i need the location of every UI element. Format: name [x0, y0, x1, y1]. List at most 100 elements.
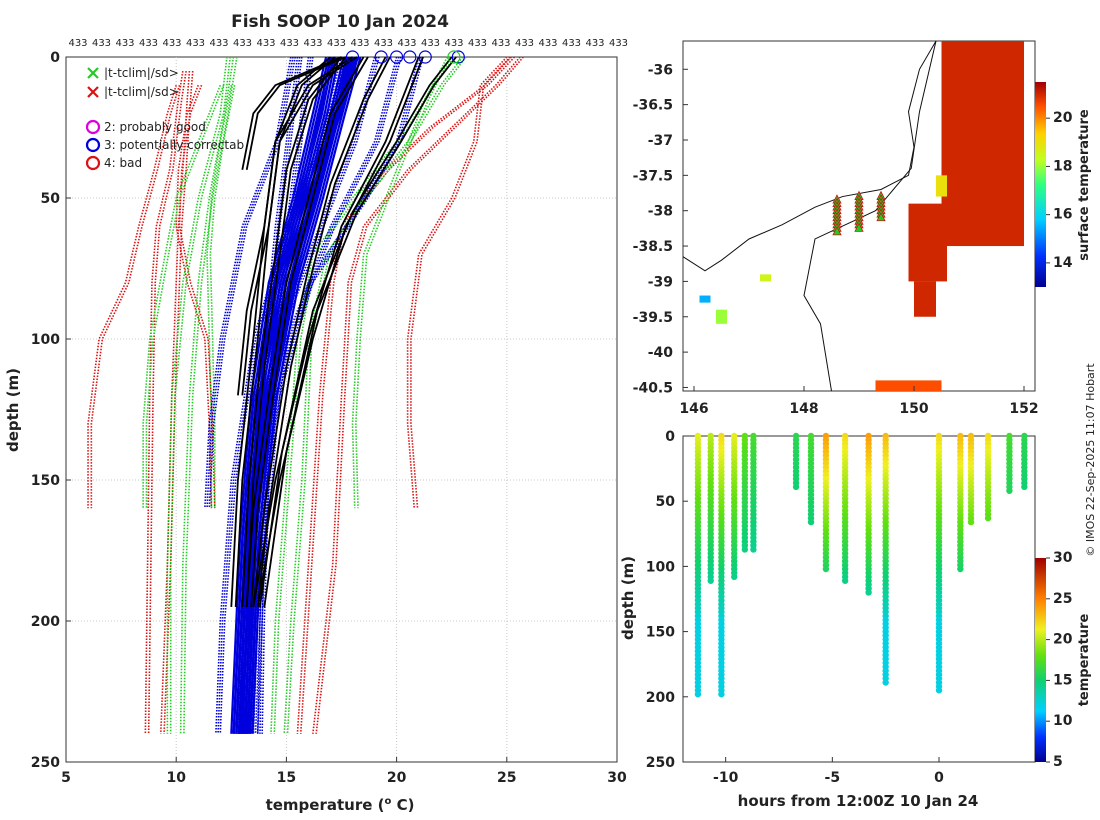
top-label: 433: [209, 38, 228, 49]
cb-tick-label: 5: [1053, 754, 1063, 770]
y-tick-label: -39.5: [633, 310, 673, 326]
profile-title: Fish SOOP 10 Jan 2024: [231, 12, 449, 32]
top-label: 433: [350, 38, 369, 49]
data-point: [882, 679, 889, 686]
data-point: [792, 483, 800, 491]
temp-colorbar-ticks: 5 10 15 20 25 30: [1046, 550, 1073, 770]
y-tick-label: 150: [646, 625, 675, 641]
profile-panel: Fish SOOP 10 Jan 2024 433 433 433 433 433 433…: [4, 12, 628, 814]
data-point: [707, 577, 714, 584]
temp-colorbar-label: temperature: [1077, 614, 1092, 707]
sst-colorbar: [1035, 82, 1046, 287]
data-point: [1006, 487, 1013, 494]
profile-line: [147, 70, 187, 734]
coastline: [682, 40, 937, 272]
qc-circle: [451, 50, 465, 64]
top-label: 433: [538, 38, 557, 49]
map-panel: 146 148 150 152 -36 -36.5 -37 -37.5 -38 -38.5 -39 -…: [633, 40, 1092, 417]
profile-line: [406, 56, 508, 509]
map-ticks: 146 148 150 152 -36 -36.5 -37 -37.5 -38 -38.5 -39 -…: [633, 62, 1039, 417]
y-tick-label: 150: [31, 473, 60, 489]
data-point: [718, 690, 725, 698]
legend-label: 2: probably good: [104, 120, 206, 134]
profile-line: [245, 56, 347, 170]
sst-patch: [760, 274, 771, 282]
profile-line: [183, 56, 238, 734]
cb-tick-label: 20: [1053, 110, 1073, 126]
map-data: [682, 40, 1024, 392]
profile-line: [204, 56, 292, 509]
legend-marker: [85, 137, 101, 153]
profile-line: [250, 56, 369, 607]
top-label: 433: [444, 38, 463, 49]
profile-line: [239, 56, 378, 734]
profile-line: [241, 56, 358, 396]
cb-tick-label: 30: [1053, 550, 1073, 566]
sst-patch: [936, 175, 947, 197]
profile-line: [163, 71, 194, 734]
y-tick-label: -39: [648, 274, 673, 290]
top-label: 433: [92, 38, 111, 49]
data-point: [1021, 483, 1028, 491]
y-tick-label: 100: [646, 559, 675, 575]
y-tick-label: -37.5: [633, 168, 673, 184]
profile-legend: |t-tclim|/sd> |t-tclim|/sd> 2: probably go…: [85, 66, 244, 171]
sst-patch: [716, 309, 727, 324]
x-tick-label: -10: [713, 770, 739, 786]
legend-label: 4: bad: [104, 156, 142, 170]
cb-tick-label: 14: [1053, 255, 1073, 271]
legend-marker: [87, 86, 99, 98]
profile-data: [87, 50, 524, 734]
x-tick-label: 5: [61, 770, 71, 786]
legend-marker: [85, 119, 101, 135]
data-point: [865, 589, 872, 596]
cb-tick-label: 16: [1053, 207, 1072, 223]
boundary-line: [803, 40, 937, 392]
profile-line: [159, 71, 191, 734]
x-tick-label: 0: [934, 770, 944, 786]
top-label: 433: [421, 38, 440, 49]
profile-ylabel: depth (m): [4, 368, 22, 452]
data-point: [841, 577, 849, 584]
legend-label: |t-tclim|/sd>: [104, 85, 179, 99]
top-label: 433: [68, 38, 87, 49]
temp-colorbar: [1035, 558, 1046, 762]
profile-line: [206, 56, 294, 509]
timeseries-xlabel: hours from 12:00Z 10 Jan 24: [738, 792, 979, 810]
y-tick-label: 200: [646, 690, 675, 706]
y-tick-label: 50: [656, 494, 676, 510]
profile-line: [256, 56, 391, 607]
data-point: [984, 514, 992, 522]
y-tick-label: -38.5: [633, 239, 673, 255]
top-label: 433: [468, 38, 487, 49]
profile-line: [248, 56, 359, 734]
profile-line: [252, 56, 387, 607]
timeseries-ticks: -10 -5 0 0 50 100 150 200 250: [646, 429, 944, 786]
observation-marker: [876, 211, 886, 222]
profile-line: [261, 56, 314, 734]
timeseries-ylabel: depth (m): [619, 556, 637, 640]
profile-line: [206, 85, 233, 509]
data-point: [731, 573, 738, 581]
top-label: 433: [562, 38, 581, 49]
qc-circle: [418, 50, 432, 64]
profile-line: [179, 56, 235, 734]
profile-line: [263, 56, 457, 608]
x-tick-label: 15: [277, 770, 296, 786]
sst-patch: [875, 380, 942, 391]
profile-line: [237, 56, 376, 734]
profile-line: [241, 56, 343, 607]
x-tick-label: 25: [497, 770, 516, 786]
sst-patch: [699, 295, 711, 303]
y-tick-label: 250: [646, 755, 675, 771]
profile-line: [410, 56, 511, 509]
x-tick-label: 152: [1009, 401, 1038, 417]
top-label: 433: [585, 38, 604, 49]
profile-line: [241, 56, 380, 734]
data-point: [750, 546, 757, 553]
cb-tick-label: 20: [1053, 632, 1073, 648]
x-tick-label: 148: [789, 401, 818, 417]
x-tick-label: 146: [679, 401, 708, 417]
data-point: [935, 687, 943, 694]
data-point: [822, 565, 830, 573]
